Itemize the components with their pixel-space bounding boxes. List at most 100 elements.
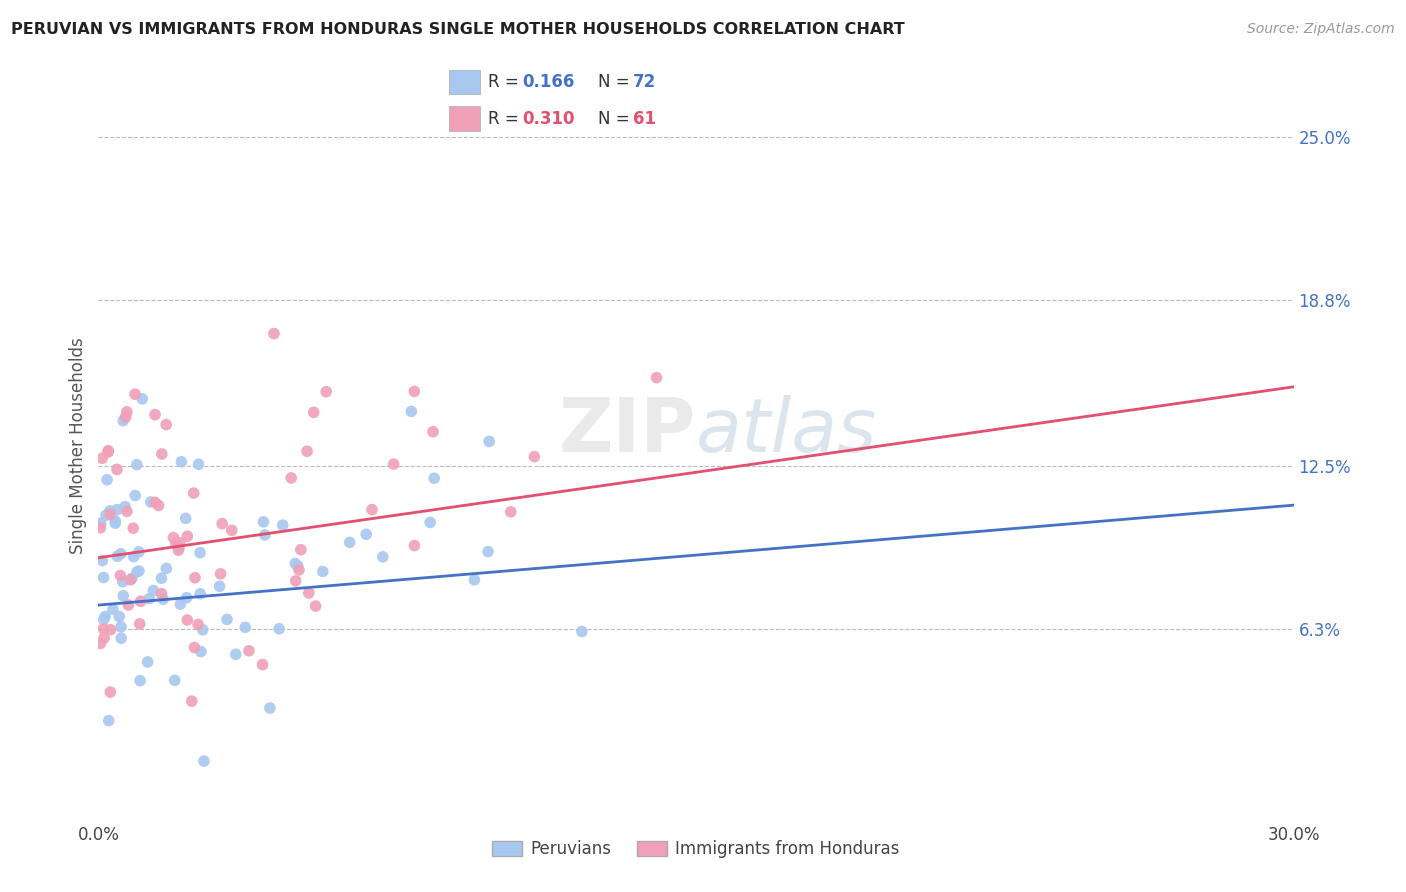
Point xyxy=(96,473,118,487)
Point xyxy=(105,462,128,476)
Point xyxy=(252,515,274,529)
Text: N =: N = xyxy=(598,73,634,91)
Point xyxy=(91,451,114,466)
Point xyxy=(252,657,274,672)
Point xyxy=(110,547,132,561)
Point xyxy=(354,527,377,541)
Point xyxy=(129,594,152,608)
Text: R =: R = xyxy=(488,110,524,128)
Point xyxy=(93,613,115,627)
Point xyxy=(176,613,198,627)
Point xyxy=(188,546,211,560)
Point xyxy=(104,516,127,531)
Point xyxy=(114,409,136,424)
Point xyxy=(174,511,197,525)
Point xyxy=(110,631,132,645)
Point xyxy=(187,617,209,632)
Point xyxy=(163,673,186,688)
Text: R =: R = xyxy=(488,73,524,91)
Text: atlas: atlas xyxy=(696,395,877,467)
Point xyxy=(191,623,214,637)
Point xyxy=(117,598,139,612)
Point xyxy=(150,587,173,601)
Point xyxy=(233,620,256,634)
Bar xyxy=(449,70,479,95)
Point xyxy=(263,326,285,341)
Point xyxy=(105,502,128,516)
Point xyxy=(100,685,122,699)
Point xyxy=(124,488,146,502)
Point xyxy=(259,701,281,715)
Text: Source: ZipAtlas.com: Source: ZipAtlas.com xyxy=(1247,22,1395,37)
Point xyxy=(89,521,111,535)
Point xyxy=(371,549,394,564)
Point xyxy=(208,579,231,593)
Point xyxy=(187,457,209,471)
Point xyxy=(90,516,112,531)
Point xyxy=(404,539,426,553)
Point xyxy=(129,673,152,688)
Point xyxy=(105,549,128,564)
Text: 0.166: 0.166 xyxy=(522,73,574,91)
Point xyxy=(169,597,191,611)
Point xyxy=(111,574,134,589)
Text: 61: 61 xyxy=(633,110,657,128)
Point xyxy=(167,543,190,558)
Point xyxy=(271,518,294,533)
Point xyxy=(290,542,312,557)
Point xyxy=(315,384,337,399)
Point xyxy=(423,471,446,485)
Point xyxy=(93,570,115,584)
Point xyxy=(108,609,131,624)
Point xyxy=(93,631,115,645)
Point xyxy=(295,444,318,458)
Point xyxy=(225,648,247,662)
Point xyxy=(128,616,150,631)
Point xyxy=(477,544,499,558)
Point xyxy=(167,541,190,555)
Point xyxy=(180,694,202,708)
Point xyxy=(382,457,405,471)
Y-axis label: Single Mother Households: Single Mother Households xyxy=(69,338,87,554)
Point xyxy=(238,644,260,658)
Point xyxy=(122,549,145,564)
Point xyxy=(463,573,485,587)
Text: PERUVIAN VS IMMIGRANTS FROM HONDURAS SINGLE MOTHER HOUSEHOLDS CORRELATION CHART: PERUVIAN VS IMMIGRANTS FROM HONDURAS SIN… xyxy=(11,22,905,37)
Point xyxy=(128,564,150,578)
Point xyxy=(122,521,145,535)
Point xyxy=(143,408,166,422)
Point xyxy=(304,599,326,613)
Point xyxy=(125,565,148,579)
Point xyxy=(419,516,441,530)
Text: N =: N = xyxy=(598,110,634,128)
Point xyxy=(100,623,122,637)
Point xyxy=(97,714,120,728)
Point xyxy=(120,573,142,587)
Point xyxy=(91,553,114,567)
Point xyxy=(280,471,302,485)
Point xyxy=(162,531,184,545)
Point xyxy=(184,571,207,585)
Point xyxy=(121,571,143,585)
Point xyxy=(253,528,276,542)
Point xyxy=(89,636,111,650)
Point xyxy=(211,516,233,531)
Point xyxy=(124,387,146,401)
Point xyxy=(645,370,668,384)
Point xyxy=(269,622,291,636)
Point xyxy=(155,561,177,575)
Point xyxy=(94,508,117,523)
Point xyxy=(112,589,135,603)
Point xyxy=(131,392,153,406)
Point xyxy=(176,529,198,543)
Point xyxy=(136,655,159,669)
Point xyxy=(183,640,205,655)
Point xyxy=(361,502,384,516)
Point xyxy=(114,500,136,514)
Point xyxy=(169,535,191,549)
Point xyxy=(98,508,121,522)
Point xyxy=(110,568,132,582)
Point xyxy=(128,545,150,559)
Point xyxy=(104,514,127,528)
Point xyxy=(288,563,311,577)
